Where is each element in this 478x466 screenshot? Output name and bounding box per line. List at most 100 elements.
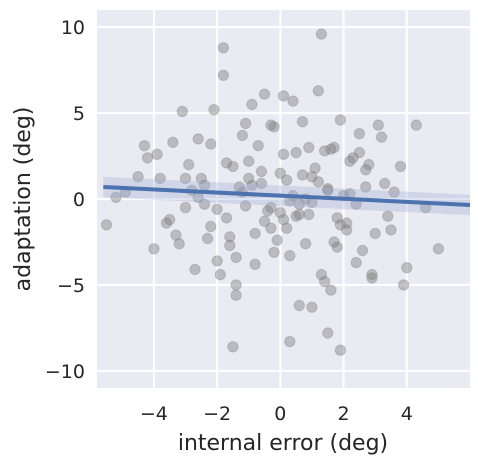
x-tick-label: 0 (274, 403, 286, 425)
data-point (138, 140, 151, 152)
data-point (230, 289, 242, 301)
data-point (274, 167, 286, 179)
data-point (312, 176, 324, 188)
data-point (331, 241, 343, 253)
data-point (217, 42, 230, 54)
data-point (198, 198, 211, 210)
data-point (258, 88, 271, 100)
data-point (318, 145, 331, 157)
data-point (306, 171, 318, 183)
data-point (265, 119, 277, 131)
data-point (331, 212, 343, 224)
data-point (224, 239, 236, 252)
regression (103, 176, 471, 216)
y-axis-label: adaptation (deg) (11, 107, 36, 292)
data-point (366, 268, 378, 281)
y-tick-label: 0 (73, 189, 85, 211)
data-point (252, 140, 264, 152)
data-point (328, 236, 340, 248)
data-point (214, 268, 227, 281)
data-point (189, 263, 201, 276)
data-point (255, 165, 268, 178)
data-point (167, 136, 179, 149)
data-point (318, 275, 331, 288)
data-point (369, 227, 381, 240)
x-axis-label: internal error (deg) (178, 431, 388, 456)
data-point (356, 244, 369, 257)
data-point (227, 341, 239, 353)
data-point (243, 155, 255, 167)
data-point (284, 335, 296, 348)
data-point (375, 131, 388, 143)
data-point (322, 184, 334, 197)
data-point (268, 121, 280, 133)
data-point (350, 256, 362, 269)
data-point (271, 234, 283, 246)
data-point (220, 157, 233, 169)
data-point (432, 243, 445, 255)
data-point (164, 213, 176, 226)
data-point (281, 222, 293, 234)
data-point (268, 246, 280, 259)
data-point (388, 186, 400, 198)
data-point (397, 279, 410, 291)
data-point (363, 158, 375, 171)
data-point (334, 344, 347, 356)
data-point (341, 217, 353, 229)
data-point (265, 222, 277, 234)
data-point (277, 148, 290, 161)
data-point (211, 203, 223, 216)
data-point (230, 279, 242, 291)
x-tick-labels: −4 −2 0 2 4 (140, 403, 413, 425)
data-point (344, 155, 356, 167)
y-tick-label: −5 (57, 275, 85, 297)
data-point (183, 158, 195, 171)
data-point (211, 255, 223, 267)
data-point (293, 208, 305, 221)
data-point (366, 272, 378, 284)
data-point (325, 143, 337, 155)
data-point (208, 104, 220, 116)
data-point (353, 146, 366, 159)
data-point (334, 114, 347, 126)
data-point (382, 210, 394, 222)
data-point (132, 171, 144, 183)
data-point (227, 160, 239, 173)
data-point (293, 299, 305, 312)
data-point (220, 212, 233, 224)
data-point (246, 179, 258, 192)
data-point (236, 129, 249, 142)
data-point (262, 205, 274, 217)
x-tick-label: 2 (338, 403, 350, 425)
data-point (306, 301, 318, 313)
data-point (239, 200, 252, 212)
data-point (173, 238, 185, 250)
data-point (379, 177, 391, 190)
regression-line (103, 184, 471, 208)
y-tick-label: 10 (61, 17, 85, 39)
data-point (160, 217, 173, 229)
data-point (290, 146, 302, 159)
data-point (360, 181, 372, 193)
data-point (170, 229, 182, 241)
data-point (249, 227, 261, 240)
data-point (360, 164, 372, 176)
data-point (281, 174, 293, 186)
x-tick-label: 4 (401, 403, 413, 425)
data-points (100, 28, 445, 356)
data-point (315, 28, 328, 40)
data-point (394, 160, 407, 173)
data-point (100, 219, 113, 231)
data-point (179, 201, 192, 214)
data-point (284, 250, 296, 262)
data-point (296, 169, 309, 181)
grid (97, 10, 470, 388)
data-point (309, 162, 321, 174)
data-point (201, 232, 214, 245)
data-point (296, 116, 309, 128)
data-point (179, 172, 192, 185)
data-point (328, 141, 340, 154)
x-tick-label: −4 (140, 403, 168, 425)
data-point (277, 213, 290, 226)
